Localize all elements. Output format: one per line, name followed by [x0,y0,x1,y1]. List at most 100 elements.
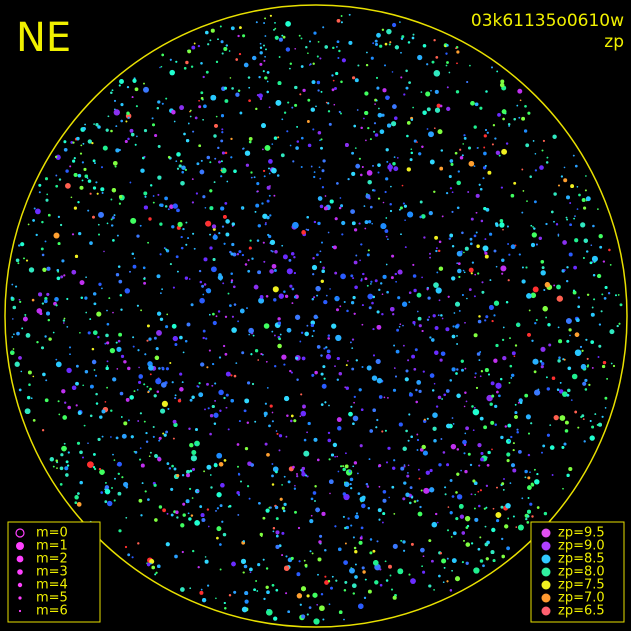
star [392,313,395,316]
star [548,343,552,347]
star [571,373,578,380]
star [298,34,301,37]
star [300,37,303,40]
star [384,42,388,46]
star [433,39,436,42]
star [120,308,123,311]
star [492,507,495,510]
star [271,263,277,269]
star [474,102,479,107]
star [352,422,355,426]
star [110,409,113,412]
star [501,272,504,275]
star [545,222,548,226]
star [256,182,260,186]
star [358,603,364,609]
star [559,389,564,394]
star [268,506,271,509]
star [264,35,267,37]
star [268,106,271,109]
star [68,346,72,349]
star [283,475,286,478]
magnitude-symbol [17,569,23,575]
star [291,287,295,291]
star [153,394,157,398]
star [315,105,317,108]
star [420,91,423,93]
star [518,116,521,119]
star [381,28,385,31]
star [193,42,196,45]
star [232,252,237,257]
star [273,29,275,31]
star [320,90,323,93]
star [92,466,96,469]
star [411,36,415,40]
star [138,380,142,384]
star [494,423,497,426]
star [266,90,269,94]
star [298,560,301,563]
star [530,292,537,299]
star [242,147,244,150]
star [280,153,285,158]
star [283,111,287,114]
star [460,469,462,472]
star [18,388,22,392]
star [509,337,511,339]
star [349,483,352,486]
star [324,580,329,585]
star [316,253,319,257]
star [442,451,446,454]
star [327,334,331,337]
star [489,232,493,236]
star [132,336,135,339]
star [385,461,389,464]
star [73,157,76,160]
star [465,542,470,547]
star [24,408,31,415]
star [299,340,302,343]
star [524,129,528,133]
star [402,324,404,327]
star [145,440,149,443]
star [91,359,97,365]
star [551,376,556,380]
star [157,144,161,148]
star [465,426,469,431]
star [607,292,611,295]
star [532,226,534,228]
star [456,494,463,500]
star [540,270,546,276]
star [104,488,111,495]
star [401,301,408,307]
star [350,341,352,344]
star [223,459,227,462]
star [305,474,308,477]
star [324,575,327,578]
star [43,299,48,304]
star [491,320,494,323]
star [351,76,356,80]
star [477,547,481,551]
star [507,123,511,126]
star [278,56,281,58]
star [566,473,570,478]
star [274,505,279,510]
star [201,284,205,288]
star [210,28,215,33]
star [371,301,374,305]
star [269,404,273,408]
star [242,540,245,543]
star [473,567,480,574]
star [106,222,109,225]
star [358,540,363,545]
star [240,558,247,564]
star [112,311,114,314]
star [439,104,443,108]
star [495,382,502,389]
star [171,464,174,468]
star [152,425,155,429]
star [506,225,509,228]
star [515,526,518,528]
